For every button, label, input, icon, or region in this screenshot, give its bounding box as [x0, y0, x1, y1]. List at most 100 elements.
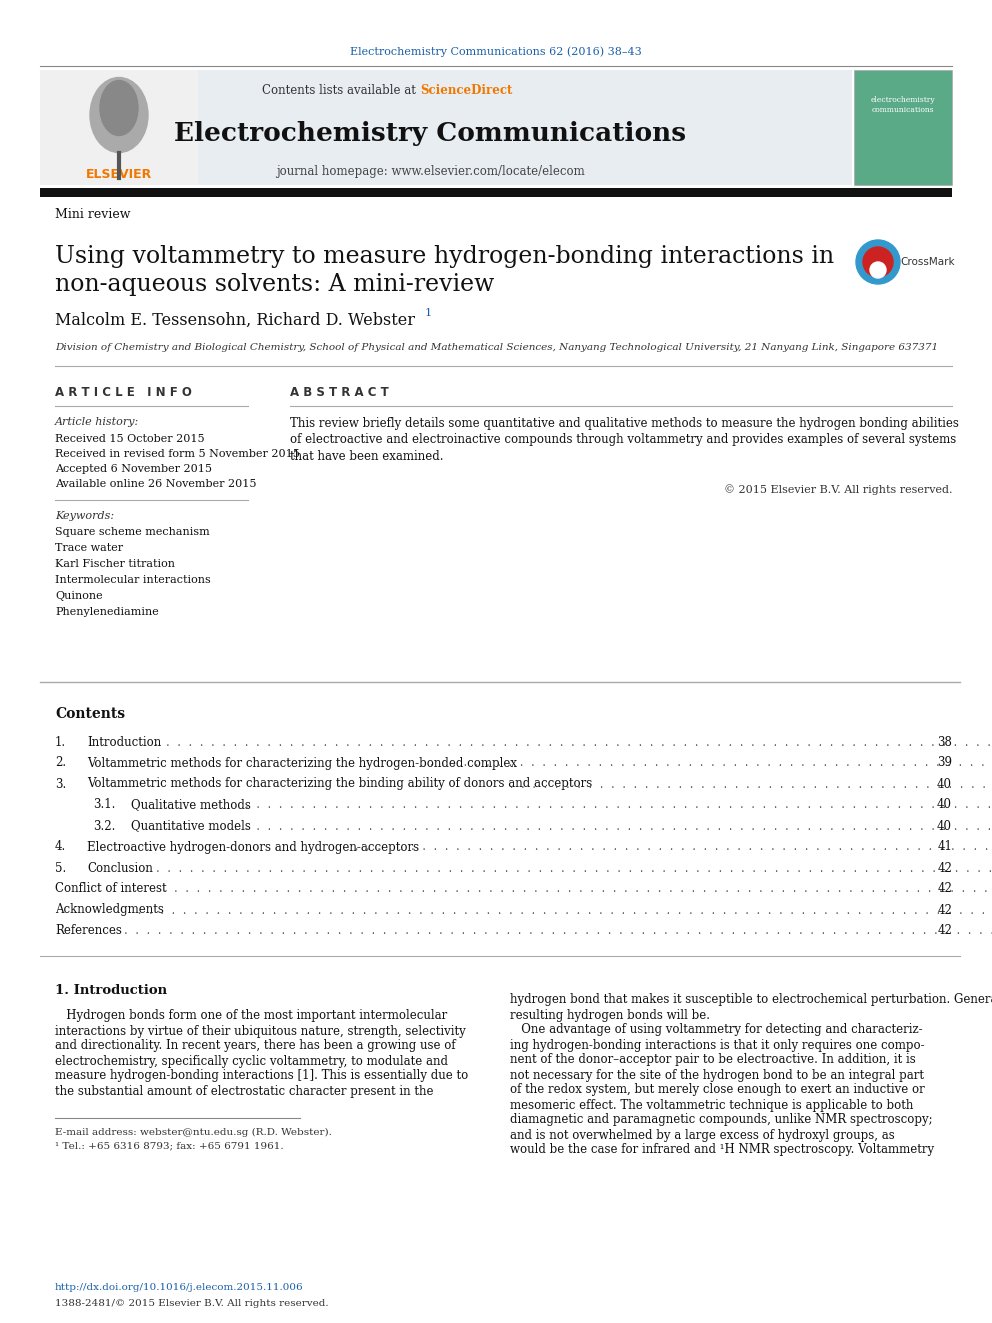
- Text: nent of the donor–acceptor pair to be electroactive. In addition, it is: nent of the donor–acceptor pair to be el…: [510, 1053, 916, 1066]
- Text: Qualitative methods: Qualitative methods: [131, 799, 251, 811]
- Text: Electroactive hydrogen-donors and hydrogen-acceptors: Electroactive hydrogen-donors and hydrog…: [87, 840, 420, 853]
- Ellipse shape: [90, 78, 148, 152]
- FancyBboxPatch shape: [40, 70, 198, 185]
- Text: Contents: Contents: [55, 706, 125, 721]
- Text: Available online 26 November 2015: Available online 26 November 2015: [55, 479, 257, 490]
- Text: .  .  .  .  .  .  .  .  .  .  .  .  .  .  .  .  .  .  .  .  .  .  .  .  .  .  . : . . . . . . . . . . . . . . . . . . . . …: [506, 778, 992, 791]
- Text: diamagnetic and paramagnetic compounds, unlike NMR spectroscopy;: diamagnetic and paramagnetic compounds, …: [510, 1114, 932, 1126]
- Text: 42: 42: [937, 904, 952, 917]
- Text: .  .  .  .  .  .  .  .  .  .  .  .  .  .  .  .  .  .  .  .  .  .  .  .  .  .  . : . . . . . . . . . . . . . . . . . . . . …: [141, 861, 992, 875]
- Text: of the redox system, but merely close enough to exert an inductive or: of the redox system, but merely close en…: [510, 1084, 925, 1097]
- Text: 40: 40: [937, 778, 952, 791]
- Text: .  .  .  .  .  .  .  .  .  .  .  .  .  .  .  .  .  .  .  .  .  .  .  .  .  .  . : . . . . . . . . . . . . . . . . . . . . …: [351, 840, 992, 853]
- Text: Article history:: Article history:: [55, 417, 139, 427]
- Text: Quinone: Quinone: [55, 591, 102, 601]
- FancyBboxPatch shape: [40, 70, 852, 185]
- Text: 39: 39: [937, 757, 952, 770]
- Text: Trace water: Trace water: [55, 542, 123, 553]
- Text: Hydrogen bonds form one of the most important intermolecular: Hydrogen bonds form one of the most impo…: [55, 1009, 447, 1023]
- Text: 38: 38: [937, 736, 952, 749]
- Text: Karl Fischer titration: Karl Fischer titration: [55, 560, 175, 569]
- Text: Keywords:: Keywords:: [55, 511, 114, 521]
- Text: 42: 42: [937, 925, 952, 938]
- Text: Voltammetric methods for characterizing the binding ability of donors and accept: Voltammetric methods for characterizing …: [87, 778, 592, 791]
- Text: the substantial amount of electrostatic character present in the: the substantial amount of electrostatic …: [55, 1085, 434, 1098]
- Text: journal homepage: www.elsevier.com/locate/elecom: journal homepage: www.elsevier.com/locat…: [276, 165, 584, 179]
- Text: CrossMark: CrossMark: [900, 257, 954, 267]
- Text: E-mail address: webster@ntu.edu.sg (R.D. Webster).: E-mail address: webster@ntu.edu.sg (R.D.…: [55, 1127, 332, 1136]
- Text: Malcolm E. Tessensohn, Richard D. Webster: Malcolm E. Tessensohn, Richard D. Webste…: [55, 311, 415, 328]
- Text: ing hydrogen-bonding interactions is that it only requires one compo-: ing hydrogen-bonding interactions is tha…: [510, 1039, 925, 1052]
- Circle shape: [863, 247, 893, 277]
- Text: Electrochemistry Communications 62 (2016) 38–43: Electrochemistry Communications 62 (2016…: [350, 46, 642, 57]
- Text: 4.: 4.: [55, 840, 66, 853]
- Text: 3.2.: 3.2.: [93, 819, 115, 832]
- Text: Accepted 6 November 2015: Accepted 6 November 2015: [55, 464, 212, 474]
- Text: Intermolecular interactions: Intermolecular interactions: [55, 576, 210, 585]
- Text: of electroactive and electroinactive compounds through voltammetry and provides : of electroactive and electroinactive com…: [290, 434, 956, 446]
- Text: Received 15 October 2015: Received 15 October 2015: [55, 434, 204, 445]
- Text: 3.: 3.: [55, 778, 66, 791]
- Text: 1.: 1.: [55, 736, 66, 749]
- Text: mesomeric effect. The voltammetric technique is applicable to both: mesomeric effect. The voltammetric techn…: [510, 1098, 914, 1111]
- Text: 3.1.: 3.1.: [93, 799, 115, 811]
- Text: ¹ Tel.: +65 6316 8793; fax: +65 6791 1961.: ¹ Tel.: +65 6316 8793; fax: +65 6791 196…: [55, 1142, 284, 1151]
- Text: Phenylenediamine: Phenylenediamine: [55, 607, 159, 617]
- Text: electrochemistry
communications: electrochemistry communications: [871, 97, 935, 114]
- FancyBboxPatch shape: [854, 70, 952, 185]
- Text: that have been examined.: that have been examined.: [290, 450, 443, 463]
- Circle shape: [856, 239, 900, 284]
- Text: .  .  .  .  .  .  .  .  .  .  .  .  .  .  .  .  .  .  .  .  .  .  .  .  .  .  . : . . . . . . . . . . . . . . . . . . . . …: [230, 819, 992, 832]
- Text: Mini review: Mini review: [55, 209, 131, 221]
- Text: 40: 40: [937, 799, 952, 811]
- Text: .  .  .  .  .  .  .  .  .  .  .  .  .  .  .  .  .  .  .  .  .  .  .  .  .  .  . : . . . . . . . . . . . . . . . . . . . . …: [109, 925, 992, 938]
- Text: 40: 40: [937, 819, 952, 832]
- Text: resulting hydrogen bonds will be.: resulting hydrogen bonds will be.: [510, 1008, 710, 1021]
- Text: 41: 41: [937, 840, 952, 853]
- Text: 1: 1: [425, 308, 433, 318]
- Text: 5.: 5.: [55, 861, 66, 875]
- Text: http://dx.doi.org/10.1016/j.elecom.2015.11.006: http://dx.doi.org/10.1016/j.elecom.2015.…: [55, 1283, 304, 1293]
- Text: 42: 42: [937, 861, 952, 875]
- Text: Division of Chemistry and Biological Chemistry, School of Physical and Mathemati: Division of Chemistry and Biological Che…: [55, 344, 938, 352]
- Text: ScienceDirect: ScienceDirect: [420, 83, 513, 97]
- Text: One advantage of using voltammetry for detecting and characteriz-: One advantage of using voltammetry for d…: [510, 1024, 923, 1036]
- Text: 42: 42: [937, 882, 952, 896]
- Text: Electrochemistry Communications: Electrochemistry Communications: [174, 120, 686, 146]
- Circle shape: [870, 262, 886, 278]
- Text: .  .  .  .  .  .  .  .  .  .  .  .  .  .  .  .  .  .  .  .  .  .  .  .  .  .  . : . . . . . . . . . . . . . . . . . . . . …: [159, 882, 992, 896]
- FancyBboxPatch shape: [40, 188, 952, 197]
- Text: non-aqueous solvents: A mini-review: non-aqueous solvents: A mini-review: [55, 274, 494, 296]
- Text: and is not overwhelmed by a large excess of hydroxyl groups, as: and is not overwhelmed by a large excess…: [510, 1129, 895, 1142]
- Text: 1388-2481/© 2015 Elsevier B.V. All rights reserved.: 1388-2481/© 2015 Elsevier B.V. All right…: [55, 1298, 328, 1307]
- Text: A R T I C L E   I N F O: A R T I C L E I N F O: [55, 386, 191, 400]
- Text: .  .  .  .  .  .  .  .  .  .  .  .  .  .  .  .  .  .  .  .  .  .  .  .  .  .  . : . . . . . . . . . . . . . . . . . . . . …: [151, 736, 992, 749]
- Text: Acknowledgments: Acknowledgments: [55, 904, 164, 917]
- Text: and directionality. In recent years, there has been a growing use of: and directionality. In recent years, the…: [55, 1040, 455, 1053]
- Text: electrochemistry, specifically cyclic voltammetry, to modulate and: electrochemistry, specifically cyclic vo…: [55, 1054, 448, 1068]
- Text: © 2015 Elsevier B.V. All rights reserved.: © 2015 Elsevier B.V. All rights reserved…: [723, 484, 952, 495]
- Text: Contents lists available at: Contents lists available at: [262, 83, 420, 97]
- Text: .  .  .  .  .  .  .  .  .  .  .  .  .  .  .  .  .  .  .  .  .  .  .  .  .  .  . : . . . . . . . . . . . . . . . . . . . . …: [134, 904, 992, 917]
- Text: Conclusion: Conclusion: [87, 861, 153, 875]
- Text: Voltammetric methods for characterizing the hydrogen-bonded complex: Voltammetric methods for characterizing …: [87, 757, 517, 770]
- Text: Using voltammetry to measure hydrogen-bonding interactions in: Using voltammetry to measure hydrogen-bo…: [55, 245, 834, 267]
- Text: hydrogen bond that makes it susceptible to electrochemical perturbation. General: hydrogen bond that makes it susceptible …: [510, 994, 992, 1007]
- Text: 2.: 2.: [55, 757, 66, 770]
- Text: Quantitative models: Quantitative models: [131, 819, 251, 832]
- Text: Square scheme mechanism: Square scheme mechanism: [55, 527, 209, 537]
- Text: Conflict of interest: Conflict of interest: [55, 882, 167, 896]
- Text: .  .  .  .  .  .  .  .  .  .  .  .  .  .  .  .  .  .  .  .  .  .  .  .  .  .  . : . . . . . . . . . . . . . . . . . . . . …: [426, 757, 992, 770]
- Text: .  .  .  .  .  .  .  .  .  .  .  .  .  .  .  .  .  .  .  .  .  .  .  .  .  .  . : . . . . . . . . . . . . . . . . . . . . …: [230, 799, 992, 811]
- Text: ELSEVIER: ELSEVIER: [86, 168, 152, 180]
- Text: References: References: [55, 925, 122, 938]
- Text: not necessary for the site of the hydrogen bond to be an integral part: not necessary for the site of the hydrog…: [510, 1069, 924, 1081]
- Text: A B S T R A C T: A B S T R A C T: [290, 386, 389, 400]
- Text: would be the case for infrared and ¹H NMR spectroscopy. Voltammetry: would be the case for infrared and ¹H NM…: [510, 1143, 934, 1156]
- Text: This review briefly details some quantitative and qualitative methods to measure: This review briefly details some quantit…: [290, 418, 959, 430]
- Text: 1. Introduction: 1. Introduction: [55, 983, 167, 996]
- Text: Received in revised form 5 November 2015: Received in revised form 5 November 2015: [55, 448, 300, 459]
- Ellipse shape: [100, 81, 138, 135]
- Text: Introduction: Introduction: [87, 736, 162, 749]
- Text: interactions by virtue of their ubiquitous nature, strength, selectivity: interactions by virtue of their ubiquito…: [55, 1024, 466, 1037]
